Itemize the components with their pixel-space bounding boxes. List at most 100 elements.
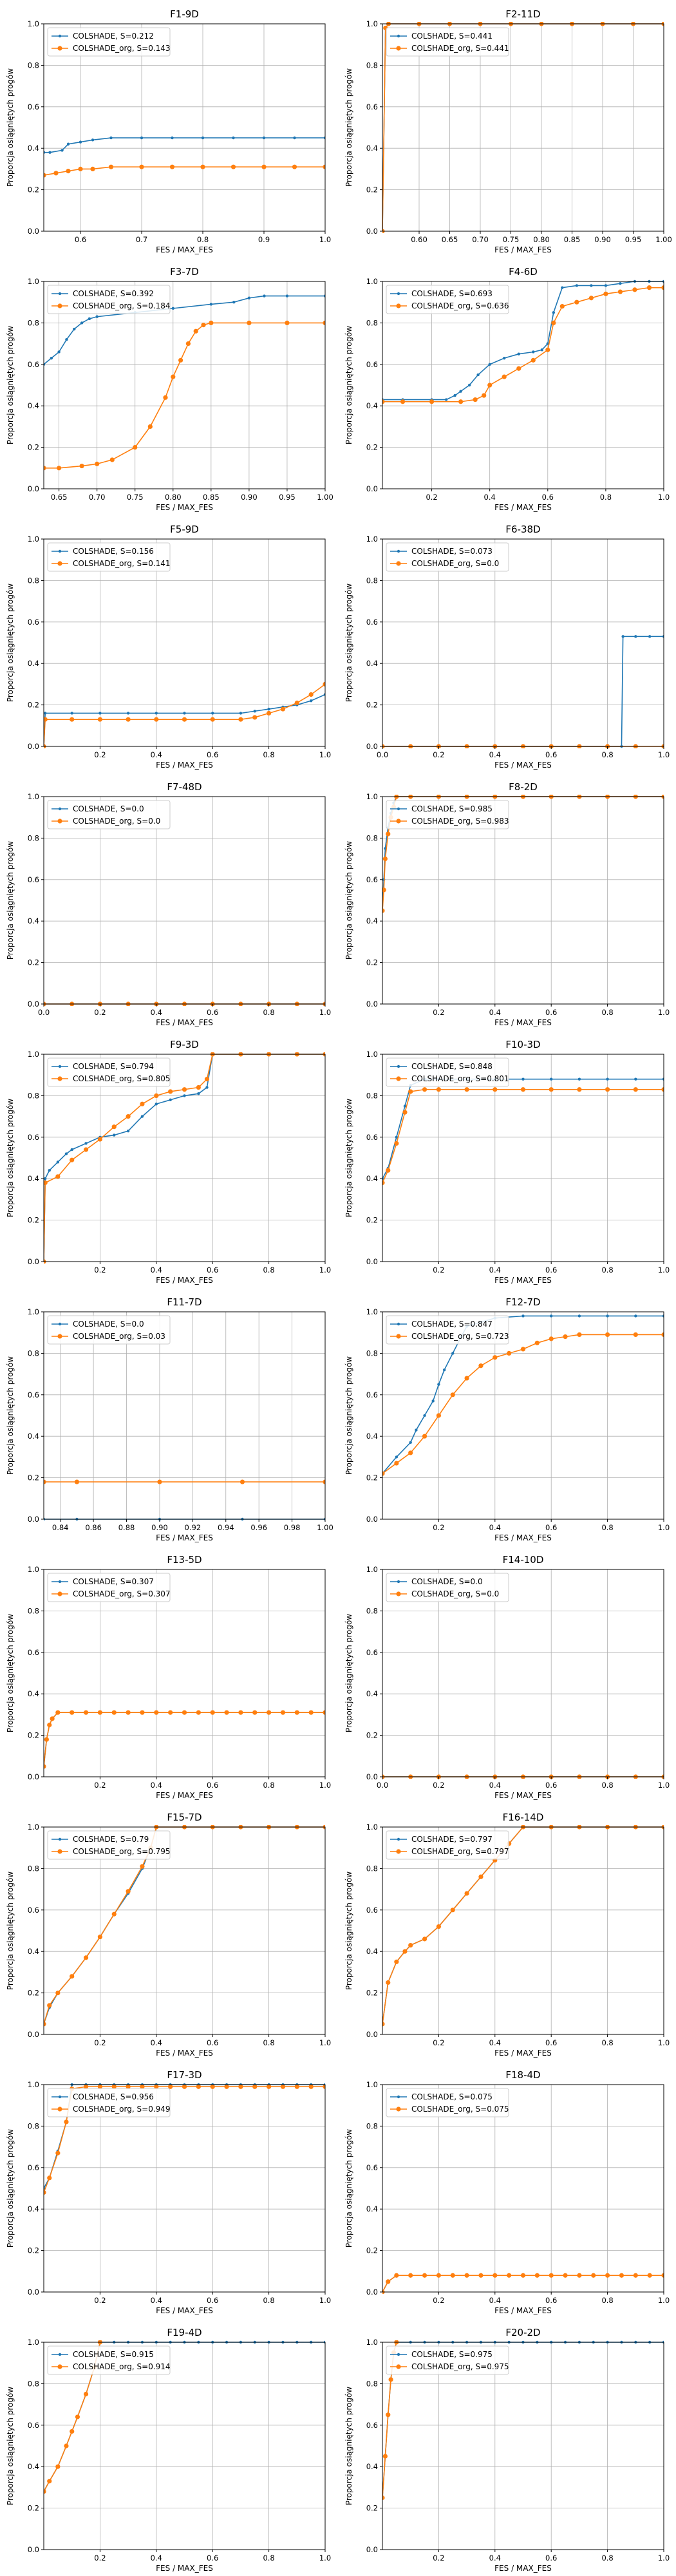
data-point	[113, 1133, 116, 1137]
legend-series-score: S=0.075	[476, 2105, 509, 2114]
data-point	[549, 2273, 554, 2278]
data-point	[196, 1084, 201, 1090]
y-tick-label: 0.4	[366, 144, 378, 153]
data-point	[459, 390, 462, 393]
data-point	[451, 1352, 455, 1355]
data-point	[201, 136, 205, 140]
legend-label: COLSHADE_org, S=0.0	[411, 559, 499, 568]
data-point	[126, 1114, 131, 1119]
legend: COLSHADE, S=0.848 COLSHADE_org, S=0.801	[386, 1057, 509, 1087]
legend-series-score: S=0.847	[459, 1320, 493, 1329]
legend-series-name: COLSHADE_org	[411, 301, 471, 310]
subplot-f14-10d: F14-10D 0.0 0.2 0.4 0.6 0.8 1.0 0.0 0.2 0.4 0.6 0.8…	[344, 1554, 670, 1800]
y-tick-label: 0.2	[366, 701, 378, 710]
y-tick-label: 0.2	[366, 1216, 378, 1225]
x-tick-label: 0.4	[151, 1008, 162, 1017]
y-tick-label: 0.8	[366, 576, 378, 585]
x-tick-label: 0.6	[207, 1265, 218, 1274]
x-tick-label: 0.4	[151, 750, 162, 759]
legend-label: COLSHADE_org, S=0.0	[73, 817, 160, 826]
legend: COLSHADE, S=0.212 COLSHADE_org, S=0.143	[47, 27, 171, 57]
data-point	[606, 1314, 609, 1318]
subplot-title: F20-2D	[505, 2327, 540, 2338]
data-point	[285, 320, 290, 325]
data-point	[57, 350, 61, 354]
y-tick-label: 0.2	[28, 1731, 39, 1740]
y-tick-label: 0.0	[28, 2287, 39, 2297]
x-tick-label: 1.0	[658, 2296, 670, 2305]
data-point	[178, 357, 183, 363]
legend-marker	[396, 303, 401, 308]
subplot-f5-9d: F5-9D 0.2 0.4 0.6 0.8 1.0 0.0 0.2 0.4 0.6 0.8 1.0 FE…	[6, 524, 331, 770]
data-point	[171, 307, 174, 310]
legend-box	[47, 1573, 171, 1602]
x-tick-label: 0.8	[601, 1265, 613, 1274]
x-tick-label: 0.4	[484, 493, 496, 502]
legend-series-score: S=0.0	[459, 1577, 483, 1586]
y-tick-label: 0.8	[366, 1864, 378, 1873]
x-tick-label: 0.8	[601, 2553, 613, 2562]
subplot-f6-38d: F6-38D 0.0 0.2 0.4 0.6 0.8 1.0 0.0 0.2 0.4 0.6 0.8 1…	[344, 524, 670, 770]
series-group	[44, 1479, 325, 1521]
legend-box	[386, 1315, 509, 1345]
data-point	[44, 173, 46, 178]
data-point	[394, 1141, 399, 1146]
data-point	[478, 1363, 484, 1368]
legend-marker	[58, 1837, 62, 1841]
legend-label: COLSHADE, S=0.307	[73, 1577, 154, 1586]
legend: COLSHADE, S=0.075 COLSHADE_org, S=0.075	[386, 2088, 509, 2117]
data-point	[633, 1087, 638, 1092]
data-point	[473, 397, 478, 402]
data-point	[48, 1169, 51, 1172]
x-tick-label: 0.8	[263, 1781, 274, 1790]
data-point	[561, 286, 564, 289]
data-point	[211, 712, 214, 715]
y-tick-label: 0.8	[366, 1091, 378, 1100]
y-tick-label: 0.4	[28, 1174, 39, 1183]
legend-series-score: S=0.975	[476, 2362, 509, 2371]
x-tick-label: 0.2	[94, 2296, 106, 2305]
data-point	[209, 320, 214, 325]
x-tick-label: 0.6	[545, 750, 557, 759]
data-point	[464, 1087, 469, 1092]
data-point	[382, 2495, 385, 2501]
y-axis-label: Proporcja osiągniętych progów	[6, 2387, 15, 2505]
y-tick-label: 0.0	[28, 742, 39, 751]
data-point	[238, 2084, 243, 2089]
legend-series-name: COLSHADE	[73, 1062, 115, 1071]
legend-marker	[57, 1076, 62, 1081]
legend-marker	[397, 2353, 400, 2356]
y-tick-label: 0.4	[366, 1947, 378, 1956]
legend-series-name: COLSHADE	[73, 1835, 115, 1844]
legend-series-name: COLSHADE	[73, 32, 115, 41]
legend-label: COLSHADE_org, S=0.805	[73, 1074, 171, 1083]
data-point	[169, 1098, 172, 1102]
data-point	[66, 169, 71, 174]
legend-marker	[397, 1322, 400, 1326]
subplot-title: F19-4D	[167, 2327, 202, 2338]
x-axis-label: FES / MAX_FES	[494, 245, 552, 254]
legend-marker	[57, 1849, 62, 1854]
series-group	[44, 136, 325, 178]
legend-series-score: S=0.0	[476, 1589, 500, 1598]
data-point	[577, 1087, 582, 1092]
data-point	[91, 138, 95, 142]
y-tick-label: 0.8	[28, 1091, 39, 1100]
y-tick-label: 1.0	[366, 19, 378, 28]
legend-marker	[397, 1580, 400, 1584]
data-point	[79, 463, 84, 469]
x-tick-label: 0.2	[433, 750, 444, 759]
data-point	[422, 1087, 427, 1092]
data-point	[163, 395, 168, 400]
y-axis-label: Proporcja osiągniętych progów	[344, 326, 353, 444]
x-axis-label: FES / MAX_FES	[494, 2306, 552, 2315]
y-tick-label: 0.8	[28, 576, 39, 585]
data-point	[97, 1137, 102, 1142]
x-tick-label: 0.2	[94, 750, 106, 759]
legend-label: COLSHADE_org, S=0.143	[73, 44, 171, 53]
data-point	[99, 712, 102, 715]
series-line-colshade	[44, 1712, 325, 1766]
y-tick-label: 1.0	[28, 277, 39, 286]
subplot-title: F8-2D	[509, 781, 538, 793]
legend-label: COLSHADE_org, S=0.797	[411, 1847, 509, 1856]
